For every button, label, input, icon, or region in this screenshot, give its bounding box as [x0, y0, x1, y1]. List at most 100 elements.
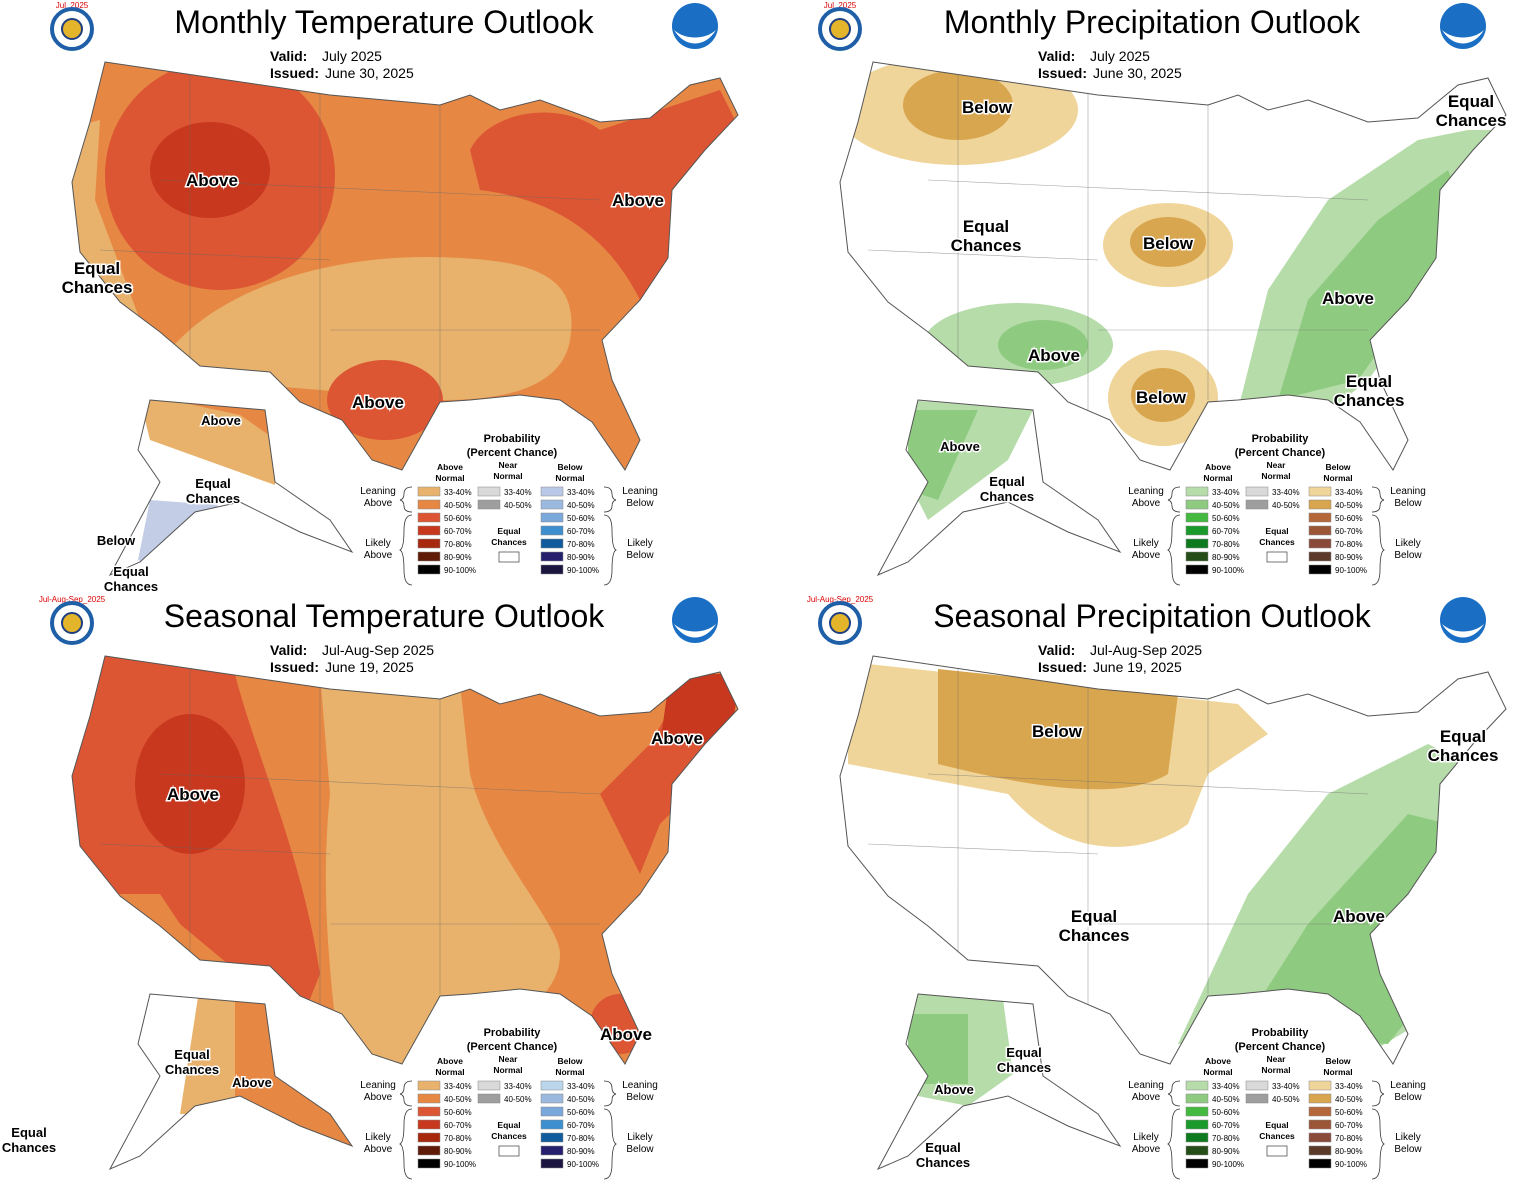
legend-header: Below — [1325, 1056, 1350, 1066]
legend-swatch — [540, 1106, 564, 1117]
legend-swatch — [1185, 512, 1209, 523]
outlook-region — [660, 674, 738, 744]
legend-swatch — [1308, 499, 1332, 510]
legend-range: 50-60% — [444, 1108, 472, 1117]
legend-header: Near — [499, 1054, 519, 1064]
legend-range: 80-90% — [444, 553, 472, 562]
legend-swatch — [417, 1145, 441, 1156]
legend-header: Normal — [1203, 1067, 1232, 1077]
valid-label: Valid: — [1038, 642, 1075, 658]
legend-range: 50-60% — [567, 514, 595, 523]
legend-range: 33-40% — [504, 488, 532, 497]
legend-header: Below — [557, 1056, 582, 1066]
legend-range: 90-100% — [444, 1160, 476, 1169]
legend-swatch — [1245, 499, 1269, 510]
map-label: Chances — [997, 1060, 1051, 1075]
legend-header: Normal — [555, 473, 584, 483]
legend-header: Above — [437, 1056, 463, 1066]
outlook-panel: Jul_2025 Monthly Temperature Outlook Valid… — [50, 1, 739, 596]
legend-swatch — [1185, 1119, 1209, 1130]
map-label: Chances — [186, 491, 240, 506]
legend-range: 80-90% — [1212, 553, 1240, 562]
legend-range: 33-40% — [444, 488, 472, 497]
outlook-panel: Jul-Aug-Sep_2025 Seasonal Precipitation O… — [807, 595, 1507, 1180]
valid-label: Valid: — [270, 48, 307, 64]
panel-title: Monthly Precipitation Outlook — [944, 4, 1361, 40]
legend-side-label: Above — [364, 498, 393, 509]
legend-swatch — [540, 499, 564, 510]
legend-range: 60-70% — [444, 527, 472, 536]
badge: Jul-Aug-Sep_2025 — [39, 595, 106, 604]
map-label: Equal — [195, 476, 230, 491]
legend-header: Above — [1205, 1056, 1231, 1066]
legend-range: 70-80% — [567, 540, 595, 549]
map-label: Above — [352, 393, 404, 412]
legend-range: 40-50% — [1212, 501, 1240, 510]
map-label: Chances — [1334, 391, 1405, 410]
legend-swatch — [540, 525, 564, 536]
legend-swatch — [1308, 538, 1332, 549]
legend-range: 40-50% — [1335, 1095, 1363, 1104]
legend-swatch — [540, 1145, 564, 1156]
legend-brace — [603, 1080, 617, 1107]
legend-side-label: Likely — [365, 1132, 391, 1143]
legend-swatch — [1185, 1158, 1209, 1169]
legend-range: 33-40% — [444, 1082, 472, 1091]
legend-range: 60-70% — [1212, 1121, 1240, 1130]
legend-swatch — [1185, 1145, 1209, 1156]
legend-side-label: Below — [626, 1092, 654, 1103]
noaa-logo-wave — [674, 624, 716, 638]
legend-swatch — [1185, 486, 1209, 497]
outlook-region — [908, 1014, 968, 1084]
legend-range: 60-70% — [444, 1121, 472, 1130]
legend-swatch — [1308, 1158, 1332, 1169]
legend-header: Normal — [435, 1067, 464, 1077]
map-label: Below — [962, 98, 1013, 117]
legend-header: Normal — [1323, 1067, 1352, 1077]
legend-range: 33-40% — [567, 488, 595, 497]
legend-title: Probability — [1252, 433, 1310, 445]
map-label: Below — [1143, 234, 1194, 253]
map-label: Above — [232, 1075, 272, 1090]
noaa-logo-wave — [1442, 30, 1484, 44]
legend-swatch — [540, 1093, 564, 1104]
map-label: Equal — [74, 259, 120, 278]
state-line — [99, 843, 331, 855]
legend-range: 33-40% — [1212, 488, 1240, 497]
legend-brace — [1371, 514, 1385, 586]
legend-equal: Equal — [1265, 1120, 1288, 1130]
issued-value: June 30, 2025 — [325, 65, 414, 81]
map-label: Equal — [1448, 92, 1494, 111]
legend-side-label: Above — [1132, 1092, 1161, 1103]
legend-header: Normal — [555, 1067, 584, 1077]
valid-value: Jul-Aug-Sep 2025 — [322, 642, 434, 658]
issued-label: Issued: — [1038, 65, 1087, 81]
legend-range: 60-70% — [1212, 527, 1240, 536]
legend-swatch — [1308, 551, 1332, 562]
us-outline — [839, 655, 1507, 1065]
legend-side-label: Above — [1132, 1144, 1161, 1155]
legend-equal: Chances — [1259, 1131, 1295, 1141]
legend-swatch — [417, 551, 441, 562]
legend-swatch — [1185, 551, 1209, 562]
legend-side-label: Above — [1132, 550, 1161, 561]
legend-swatch — [1308, 512, 1332, 523]
legend-range: 33-40% — [1335, 488, 1363, 497]
legend-side-label: Leaning — [1390, 1080, 1426, 1091]
legend-side-label: Likely — [1133, 538, 1159, 549]
legend-swatch — [1185, 1080, 1209, 1091]
legend-range: 70-80% — [444, 540, 472, 549]
legend-swatch — [1185, 1132, 1209, 1143]
legend-swatch — [417, 564, 441, 575]
legend-brace — [603, 514, 617, 586]
map-label: Equal — [113, 564, 148, 579]
legend-header: Normal — [493, 471, 522, 481]
map-label: Below — [97, 533, 136, 548]
legend-brace — [1371, 1080, 1385, 1107]
legend-range: 70-80% — [444, 1134, 472, 1143]
state-line — [927, 179, 1369, 201]
legend-range: 70-80% — [567, 1134, 595, 1143]
legend-range: 40-50% — [1272, 501, 1300, 510]
map-label: Above — [1322, 289, 1374, 308]
map-label: Chances — [916, 1155, 970, 1170]
